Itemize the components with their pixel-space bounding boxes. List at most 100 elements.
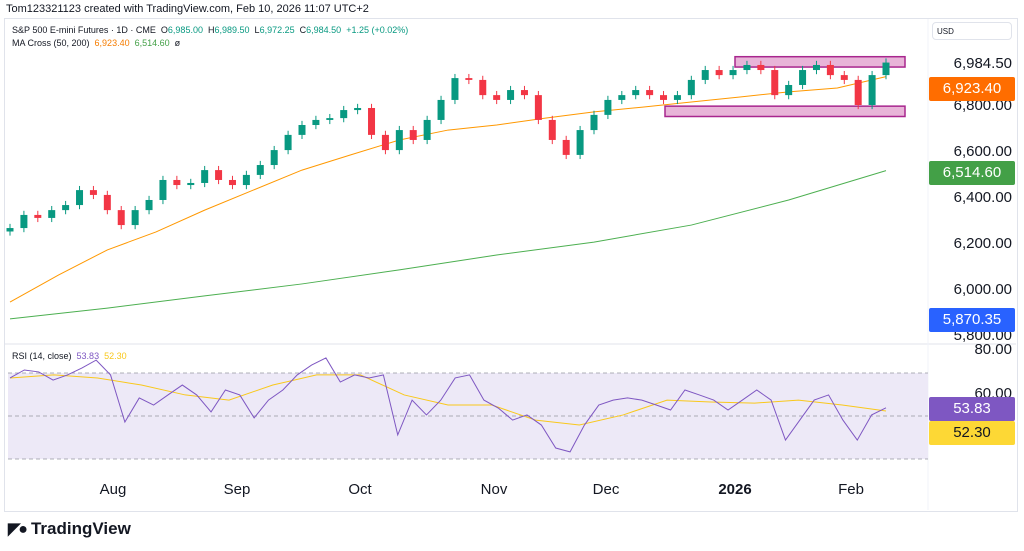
candle-body [465,78,473,80]
candle-body [437,99,445,120]
candle-body [799,70,807,85]
candle-body [242,174,250,186]
time-label-aug: Aug [99,481,127,498]
change-value: +1.25 (+0.02%) [346,25,409,35]
symbol-name[interactable]: S&P 500 E-mini Futures · 1D · CME [12,25,156,35]
candle-body [576,130,584,155]
chart-credit: Tom123321123 created with TradingView.co… [6,3,369,15]
candle-body [785,84,793,96]
candle-body [131,210,139,226]
candle-body [187,182,195,186]
candle-body [256,165,264,175]
candle-body [48,210,56,218]
currency-button[interactable]: USD [932,22,1012,40]
candle-body [145,199,153,211]
rsi-ma-tag: 52.30 [929,421,1015,445]
rsi-ma-value: 52.30 [104,351,127,361]
ma-extra: ø [174,38,181,48]
high-value: 6,989.50 [214,25,250,35]
open-value: 6,985.00 [167,25,203,35]
candle-body [354,107,362,111]
candle-body [715,70,723,76]
ma50-price-tag: 6,923.40 [929,77,1015,101]
ma200-price-tag: 6,514.60 [929,161,1015,185]
price-tick: 6,800.00 [953,97,1012,114]
rsi-tag: 53.83 [929,397,1015,421]
range-zone-rectangle [664,105,906,118]
candle-body [201,170,209,183]
ma200-start-tag: 5,870.35 [929,308,1015,332]
time-label-nov: Nov [480,481,508,498]
price-tick: 6,200.00 [953,235,1012,252]
rsi-line [9,357,887,453]
candle-body [395,130,403,151]
logo-text: TradingView [30,519,131,538]
candle-body [381,134,389,151]
time-label-oct: Oct [348,481,372,498]
candle-body [493,95,501,100]
candle-body [520,90,528,96]
candle-body [312,119,320,126]
candle-body [451,78,459,100]
candle-body [590,114,598,131]
candle-body [604,99,612,115]
candle-body [882,62,890,76]
time-label-sep: Sep [223,481,251,498]
candle-body [117,210,125,226]
candle-body [826,64,834,76]
candle-body [757,64,765,71]
candle-body [284,134,292,151]
time-label-dec: Dec [592,481,620,498]
open-label: O [160,25,168,35]
candle-body [103,194,111,211]
ma-legend: MA Cross (50, 200) 6,923.40 6,514.60 ø [12,38,180,48]
symbol-legend: S&P 500 E-mini Futures · 1D · CME O6,985… [12,25,408,35]
candle-body [270,150,278,166]
rsi-value: 53.83 [76,351,100,361]
candle-body [673,95,681,100]
ma-name[interactable]: MA Cross (50, 200) [12,38,90,48]
candle-body [298,125,306,135]
candle-body [340,110,348,119]
price-tick: 6,400.00 [953,189,1012,206]
rsi-name[interactable]: RSI (14, close) [12,351,72,361]
candle-body [507,90,515,100]
candle-body [34,214,42,218]
candle-body [228,179,236,186]
chart-frame [4,18,1018,512]
candle-body [812,64,820,71]
rsi-ma-line [9,374,887,426]
tradingview-logo-icon: ◤● [8,521,28,538]
high-label: H [207,25,215,35]
low-label: L [254,25,260,35]
candle-body [771,70,779,96]
candle-body [423,119,431,140]
candle-body [854,79,862,105]
candle-body [20,214,28,229]
candle-body [632,90,640,96]
candle-body [743,64,751,71]
ma200-value: 6,514.60 [134,38,170,48]
close-label: C [299,25,307,35]
candle-body [159,179,167,200]
candle-body [646,90,654,96]
price-tick: 6,600.00 [953,143,1012,160]
candle-body [548,119,556,140]
low-value: 6,972.25 [259,25,295,35]
time-label-feb: Feb [838,481,864,498]
time-label-2026: 2026 [718,481,752,498]
candle-body [729,70,737,76]
candle-body [173,179,181,186]
ma50-line [9,76,887,303]
candle-body [701,70,709,80]
candle-body [409,130,417,140]
candle-body [534,95,542,120]
candle-body [660,95,668,100]
tradingview-logo[interactable]: ◤● TradingView [8,519,131,539]
ma200-line [9,170,887,320]
candle-body [687,79,695,96]
candle-body [562,139,570,155]
candle-body [215,170,223,180]
candle-body [6,228,14,232]
